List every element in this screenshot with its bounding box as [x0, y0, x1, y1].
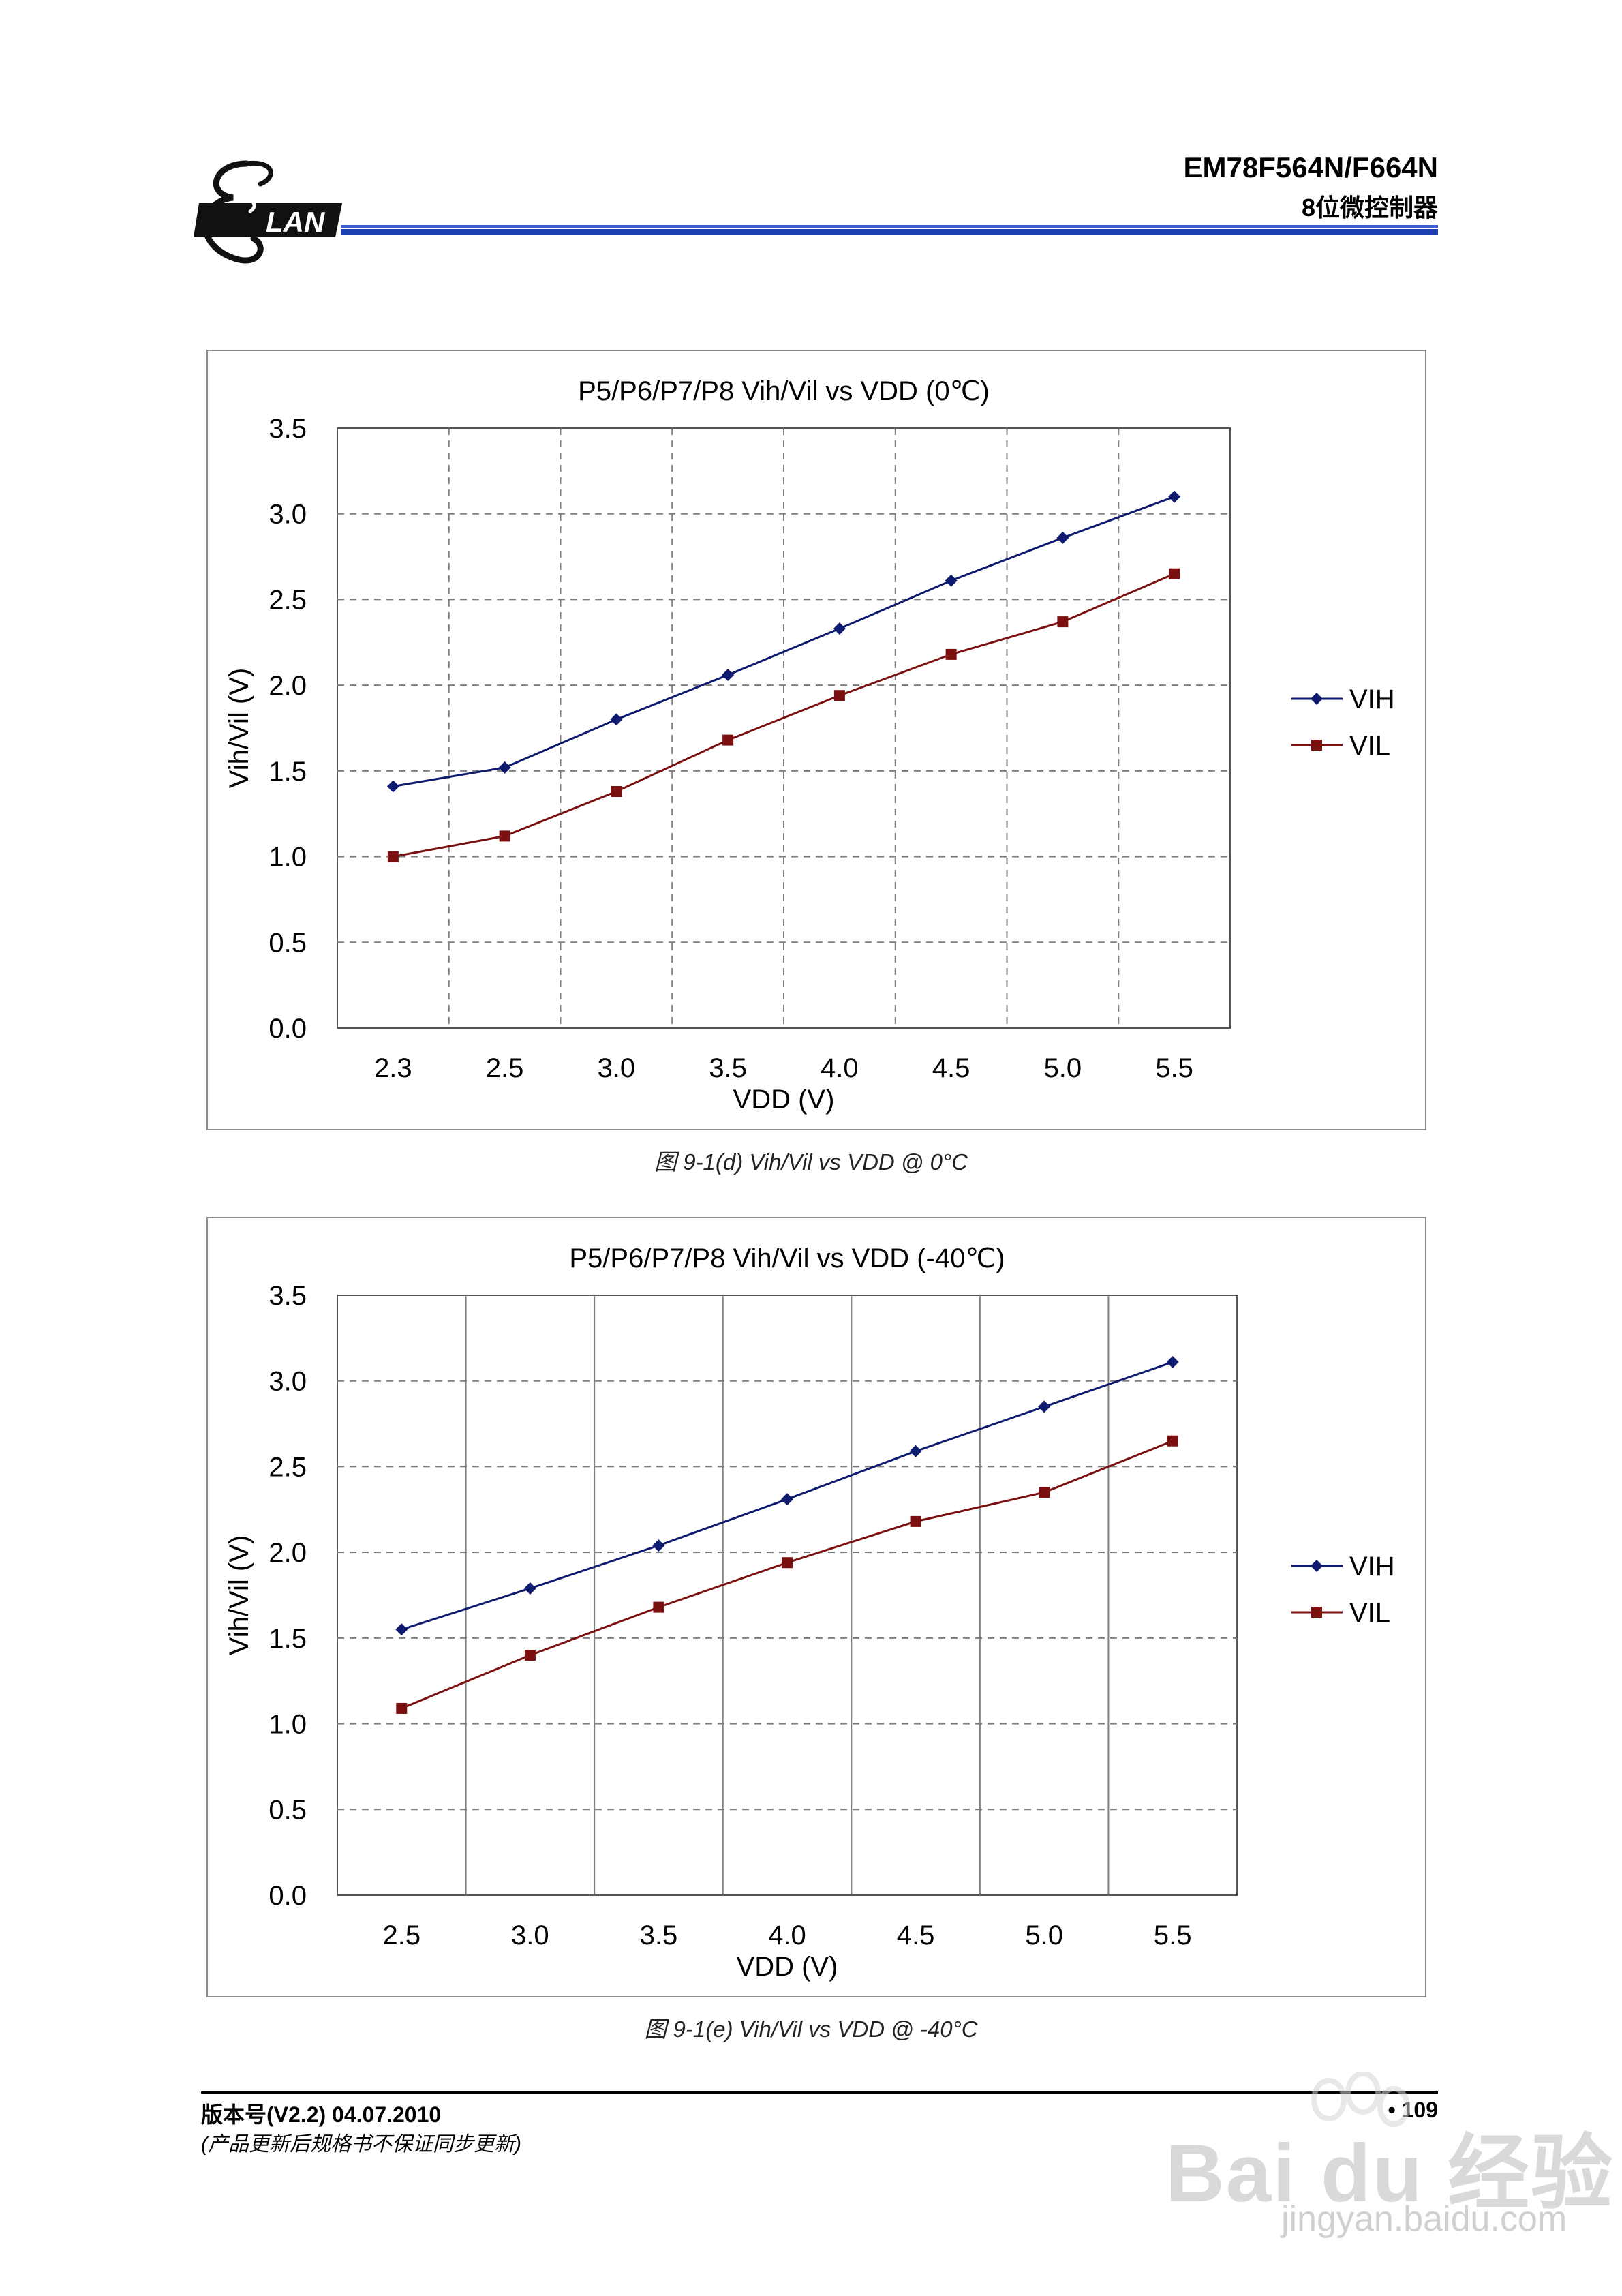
y-axis-label: Vih/Vil (V): [224, 1535, 254, 1655]
series-line-vil: [393, 573, 1175, 858]
watermark-url: jingyan.baidu.com: [1281, 2199, 1567, 2239]
chart-0c: P5/P6/P7/P8 Vih/Vil vs VDD (0℃) 0.0 0.5 1.0…: [224, 376, 1395, 1115]
y-tick-label: 3.5: [269, 414, 307, 444]
footer-note: (产品更新后规格书不保证同步更新): [201, 2133, 521, 2156]
point-vih: [945, 574, 958, 587]
legend-marker-vih: [1311, 1560, 1323, 1572]
watermark-brand: Bai du 经验: [1165, 2128, 1615, 2219]
document-subtitle: 8位微控制器: [1301, 194, 1438, 222]
legend-marker-vil: [1311, 1607, 1322, 1618]
y-tick-label: 3.5: [269, 1281, 307, 1311]
point-vil: [945, 648, 957, 660]
y-tick-label: 2.5: [269, 585, 307, 615]
legend-marker-vil: [1311, 740, 1322, 751]
logo-text: LAN: [266, 206, 326, 238]
x-tick-label: 3.5: [709, 1053, 747, 1083]
chart-minus40c-caption: 图 9-1(e) Vih/Vil vs VDD @ -40°C: [644, 2016, 978, 2042]
y-tick-label: 1.0: [269, 843, 307, 873]
chart-minus40c-frame: P5/P6/P7/P8 Vih/Vil vs VDD (-40℃) 0.0 0.5 1…: [206, 1217, 1426, 1997]
x-tick-label: 4.0: [768, 1920, 806, 1950]
point-vih: [498, 761, 511, 774]
footer-version: 版本号(V2.2) 04.07.2010: [201, 2102, 442, 2127]
y-tick-label: 2.5: [269, 1452, 307, 1482]
point-vil: [387, 851, 399, 862]
x-tick-label: 4.5: [897, 1920, 935, 1950]
x-tick-label: 5.0: [1025, 1920, 1063, 1950]
point-vih: [781, 1493, 793, 1506]
chart-0c-caption: 图 9-1(d) Vih/Vil vs VDD @ 0°C: [654, 1149, 968, 1175]
point-vil: [1057, 616, 1069, 628]
x-tick-label: 5.5: [1155, 1053, 1193, 1083]
point-vih: [722, 669, 735, 682]
point-vil: [653, 1601, 664, 1613]
point-vih: [652, 1539, 665, 1552]
plot-area: [337, 1295, 1238, 1896]
document-title: EM78F564N/F664N: [1183, 151, 1438, 183]
x-tick-label: 5.5: [1154, 1920, 1192, 1950]
point-vil: [782, 1557, 793, 1569]
point-vih: [610, 713, 623, 726]
point-vil: [1039, 1487, 1050, 1498]
point-vil: [722, 734, 734, 746]
x-tick-label: 2.5: [382, 1920, 420, 1950]
y-axis-label: Vih/Vil (V): [224, 668, 254, 788]
point-vil: [611, 786, 622, 798]
point-vih: [395, 1623, 408, 1636]
baidu-paw-watermark-icon: [1311, 2072, 1410, 2127]
x-tick-label: 3.5: [640, 1920, 678, 1950]
point-vil: [396, 1702, 408, 1714]
chart-minus40c: P5/P6/P7/P8 Vih/Vil vs VDD (-40℃) 0.0 0.5 1…: [224, 1243, 1395, 1982]
elan-logo: LAN: [194, 160, 342, 264]
point-vih: [909, 1445, 922, 1457]
footer-rule: [201, 2091, 1438, 2094]
legend-marker-vih: [1311, 693, 1323, 705]
legend-label-vil: VIL: [1349, 1598, 1390, 1628]
y-tick-label: 0.5: [269, 1795, 307, 1825]
y-tick-label: 0.5: [269, 928, 307, 958]
legend-label-vil: VIL: [1349, 731, 1390, 761]
point-vil: [1169, 568, 1180, 579]
point-vil: [1167, 1435, 1178, 1447]
chart-title: P5/P6/P7/P8 Vih/Vil vs VDD (-40℃): [569, 1243, 1005, 1273]
x-axis-label: VDD (V): [733, 1085, 835, 1115]
y-tick-label: 1.0: [269, 1710, 307, 1740]
y-tick-label: 3.0: [269, 500, 307, 530]
x-tick-label: 2.3: [374, 1053, 412, 1083]
x-tick-label: 5.0: [1044, 1053, 1082, 1083]
point-vih: [523, 1582, 536, 1595]
y-tick-label: 2.0: [269, 1538, 307, 1568]
y-tick-label: 3.0: [269, 1367, 307, 1397]
page-number: • 109: [1388, 2098, 1438, 2122]
x-axis-label: VDD (V): [737, 1952, 838, 1982]
point-vih: [1056, 531, 1069, 544]
y-tick-label: 0.0: [269, 1881, 307, 1911]
chart-0c-frame: P5/P6/P7/P8 Vih/Vil vs VDD (0℃) 0.0 0.5 1.0…: [206, 350, 1426, 1130]
x-tick-label: 3.0: [598, 1053, 636, 1083]
point-vil: [833, 690, 845, 701]
point-vih: [1166, 1356, 1179, 1369]
y-tick-label: 2.0: [269, 671, 307, 701]
point-vih: [1038, 1400, 1051, 1413]
point-vih: [1168, 490, 1181, 503]
point-vil: [499, 830, 510, 842]
legend-label-vih: VIH: [1349, 684, 1395, 714]
point-vih: [386, 780, 399, 793]
point-vil: [524, 1650, 536, 1661]
x-tick-label: 3.0: [511, 1920, 549, 1950]
point-vil: [910, 1515, 921, 1527]
x-tick-label: 4.5: [932, 1053, 970, 1083]
point-vih: [833, 622, 846, 635]
chart-title: P5/P6/P7/P8 Vih/Vil vs VDD (0℃): [578, 376, 990, 406]
y-tick-label: 0.0: [269, 1014, 307, 1044]
y-tick-label: 1.5: [269, 757, 307, 787]
legend-label-vih: VIH: [1349, 1552, 1395, 1582]
series-line-vih: [393, 496, 1175, 787]
x-tick-label: 4.0: [821, 1053, 859, 1083]
y-tick-label: 1.5: [269, 1624, 307, 1654]
x-tick-label: 2.5: [486, 1053, 524, 1083]
header-rule: [341, 225, 1438, 235]
